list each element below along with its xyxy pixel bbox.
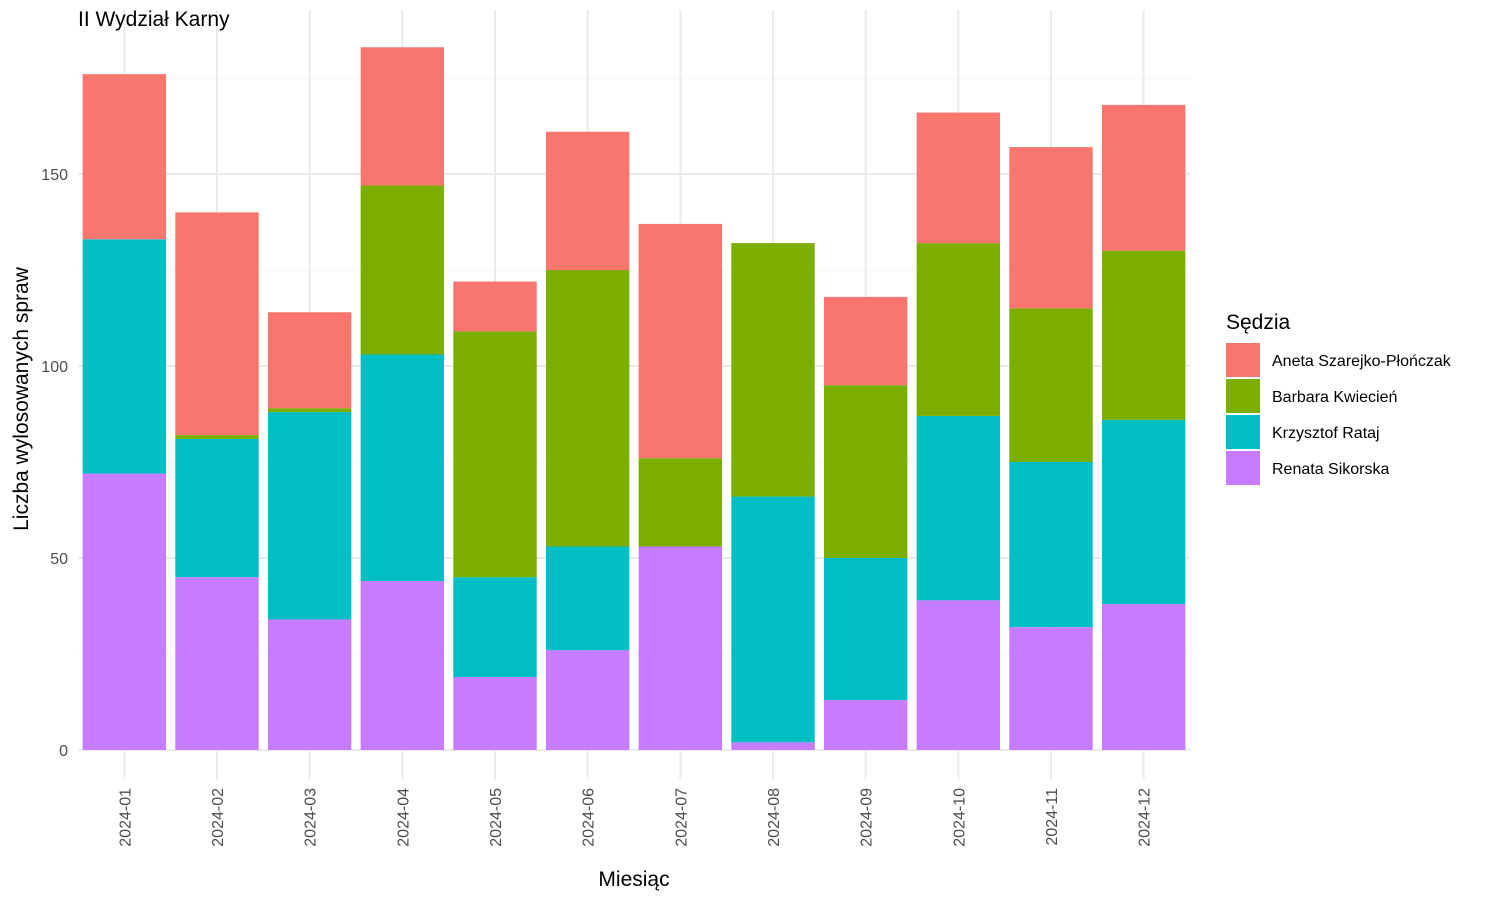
legend-label: Aneta Szarejko-Płończak xyxy=(1272,353,1452,370)
bar-segment xyxy=(1009,147,1093,309)
x-axis-ticks: 2024-01 2024-02 2024-03 2024-04 2024-05 2024-… xyxy=(117,788,1153,847)
legend-key xyxy=(1226,451,1260,485)
x-tick-label: 2024-07 xyxy=(673,788,690,847)
bar-segment xyxy=(1101,604,1186,750)
bar-segment xyxy=(360,185,445,355)
bar-segment xyxy=(453,281,537,332)
bar-segment xyxy=(731,243,815,497)
x-tick-label: 2024-11 xyxy=(1044,788,1061,846)
bar-segment xyxy=(1101,250,1186,420)
bar-segment xyxy=(545,546,630,651)
bars xyxy=(82,47,1186,750)
legend-title: Sędzia xyxy=(1226,311,1291,334)
y-tick-label: 50 xyxy=(50,551,68,568)
bar-segment xyxy=(175,577,259,750)
bar-segment xyxy=(82,473,167,750)
bar-segment xyxy=(175,435,259,439)
bar-segment xyxy=(175,438,259,578)
bar-segment xyxy=(1009,627,1093,750)
bar-segment xyxy=(916,600,1001,750)
bar-segment xyxy=(638,458,723,547)
bar-segment xyxy=(453,677,537,750)
bar-segment xyxy=(916,243,1001,416)
x-tick-label: 2024-10 xyxy=(951,788,968,847)
bar-segment xyxy=(267,312,352,409)
y-tick-label: 0 xyxy=(59,743,68,760)
x-tick-label: 2024-02 xyxy=(210,788,227,847)
bar-segment xyxy=(638,223,723,459)
bar-segment xyxy=(545,131,630,270)
bar-segment xyxy=(638,546,723,750)
bar-segment xyxy=(916,112,1001,244)
bar-segment xyxy=(1101,419,1186,605)
x-tick-label: 2024-03 xyxy=(303,788,320,847)
bar-segment xyxy=(1009,462,1093,628)
y-tick-label: 100 xyxy=(41,359,68,376)
bar-segment xyxy=(360,354,445,582)
bar-segment xyxy=(731,496,815,743)
y-tick-label: 150 xyxy=(41,167,68,184)
bar-segment xyxy=(360,47,445,186)
bar-segment xyxy=(823,700,908,750)
legend-label: Barbara Kwiecień xyxy=(1272,389,1397,406)
bar-segment xyxy=(1101,104,1186,251)
bar-segment xyxy=(916,415,1001,601)
bar-segment xyxy=(267,619,352,750)
bar-segment xyxy=(823,385,908,558)
bar-segment xyxy=(453,577,537,678)
chart-title: II Wydział Karny xyxy=(78,8,230,31)
y-axis-ticks: 0 50 100 150 xyxy=(41,167,68,760)
bar-segment xyxy=(545,650,630,750)
legend-key xyxy=(1226,415,1260,449)
legend-key xyxy=(1226,379,1260,413)
legend-items: Aneta Szarejko-Płończak Barbara Kwiecień K… xyxy=(1226,343,1452,485)
bar-segment xyxy=(823,296,908,386)
bar-segment xyxy=(545,270,630,547)
legend: Sędzia Aneta Szarejko-Płończak Barbara Kw… xyxy=(1226,311,1452,485)
x-tick-label: 2024-05 xyxy=(488,788,505,847)
bar-segment xyxy=(360,581,445,750)
bar-segment xyxy=(823,558,908,701)
legend-label: Renata Sikorska xyxy=(1272,461,1389,478)
x-tick-label: 2024-12 xyxy=(1137,788,1154,847)
bar-segment xyxy=(1009,308,1093,462)
x-tick-label: 2024-08 xyxy=(766,788,783,847)
x-tick-label: 2024-04 xyxy=(395,788,412,847)
bar-segment xyxy=(175,212,259,436)
bar-segment xyxy=(731,742,815,750)
y-axis-title: Liczba wylosowanych spraw xyxy=(10,266,33,531)
legend-key xyxy=(1226,343,1260,377)
bar-segment xyxy=(82,74,167,240)
bar-segment xyxy=(453,331,537,578)
bar-segment xyxy=(82,239,167,474)
bar-segment xyxy=(267,408,352,413)
x-tick-label: 2024-09 xyxy=(859,788,876,847)
legend-label: Krzysztof Rataj xyxy=(1272,425,1380,442)
bar-segment xyxy=(267,412,352,620)
x-tick-label: 2024-01 xyxy=(117,788,134,847)
x-axis-title: Miesiąc xyxy=(598,868,669,891)
x-tick-label: 2024-06 xyxy=(581,788,598,847)
